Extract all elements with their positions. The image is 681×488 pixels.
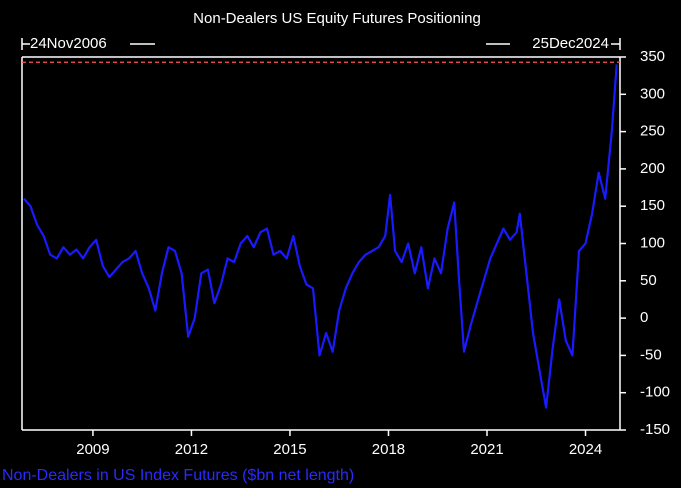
y-tick-label: -50 <box>640 346 662 363</box>
data-line <box>23 64 618 409</box>
x-tick-label: 2012 <box>175 441 208 458</box>
y-tick-label: 100 <box>640 234 665 251</box>
x-tick-label: 2015 <box>273 441 306 458</box>
y-tick-label: 200 <box>640 160 665 177</box>
y-tick-label: 250 <box>640 123 665 140</box>
y-tick-label: -150 <box>640 421 670 438</box>
start-label: 24Nov2006 <box>30 35 107 52</box>
y-tick-label: -100 <box>640 384 670 401</box>
x-tick-label: 2021 <box>470 441 503 458</box>
y-tick-label: 150 <box>640 197 665 214</box>
x-tick-label: 2009 <box>76 441 109 458</box>
y-tick-label: 300 <box>640 85 665 102</box>
y-tick-label: 350 <box>640 48 665 65</box>
end-label: 25Dec2024 <box>532 35 609 52</box>
x-tick-label: 2018 <box>372 441 405 458</box>
chart-title: Non-Dealers US Equity Futures Positionin… <box>193 10 481 27</box>
y-tick-label: 0 <box>640 309 648 326</box>
footer: Non-Dealers in US Index Futures ($bn net… <box>2 467 354 484</box>
y-tick-label: 50 <box>640 272 657 289</box>
x-tick-label: 2024 <box>569 441 602 458</box>
